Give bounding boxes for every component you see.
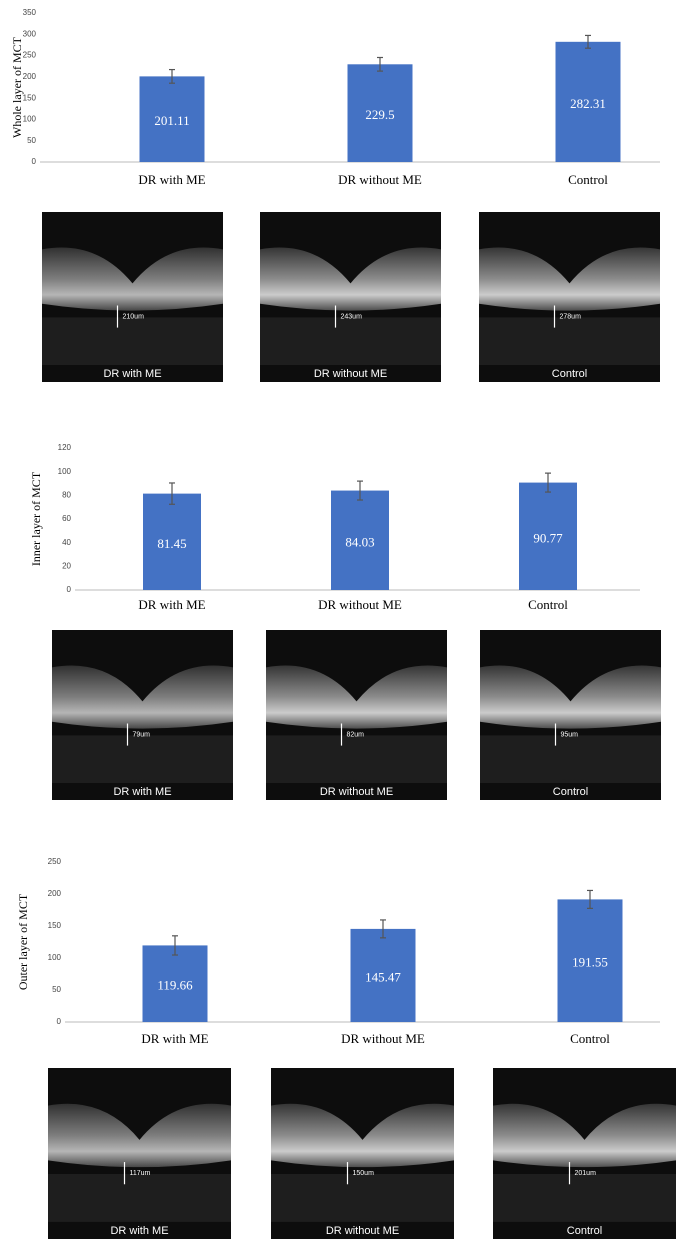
data-label: 229.5 bbox=[365, 107, 394, 122]
y-tick-label: 50 bbox=[52, 985, 61, 994]
measure-label: 150um bbox=[353, 1170, 375, 1177]
choroid-shadow bbox=[52, 735, 233, 783]
choroid-shadow bbox=[266, 735, 447, 783]
x-tick-label: Control bbox=[570, 1031, 610, 1046]
x-tick-label: DR with ME bbox=[141, 1031, 208, 1046]
oct-image: 95um Control bbox=[480, 630, 661, 800]
y-axis-label: Whole layer of MCT bbox=[10, 36, 24, 138]
oct-image: 201um Control bbox=[493, 1068, 676, 1239]
data-label: 191.55 bbox=[572, 955, 608, 970]
y-tick-label: 60 bbox=[62, 514, 71, 523]
image-label: DR without ME bbox=[326, 1225, 399, 1237]
y-tick-label: 150 bbox=[23, 93, 37, 102]
measure-label: 82um bbox=[347, 731, 365, 738]
choroid-shadow bbox=[493, 1174, 676, 1222]
oct-image: 82um DR without ME bbox=[266, 630, 447, 800]
x-tick-label: Control bbox=[568, 172, 608, 187]
oct-image: 117um DR with ME bbox=[48, 1068, 231, 1239]
data-label: 282.31 bbox=[570, 96, 606, 111]
y-tick-label: 40 bbox=[62, 538, 71, 547]
measure-label: 210um bbox=[123, 313, 145, 320]
x-tick-label: DR without ME bbox=[318, 597, 402, 612]
y-tick-label: 20 bbox=[62, 561, 71, 570]
y-tick-label: 100 bbox=[23, 115, 37, 124]
y-tick-label: 200 bbox=[23, 72, 37, 81]
image-label: DR with ME bbox=[110, 1225, 168, 1237]
y-tick-label: 250 bbox=[48, 857, 62, 866]
data-label: 119.66 bbox=[157, 978, 193, 993]
y-tick-label: 150 bbox=[48, 921, 62, 930]
measure-label: 117um bbox=[130, 1170, 151, 1177]
x-tick-label: Control bbox=[528, 597, 568, 612]
image-label: Control bbox=[552, 368, 587, 380]
y-tick-label: 200 bbox=[48, 889, 62, 898]
choroid-shadow bbox=[260, 317, 441, 365]
y-tick-label: 80 bbox=[62, 490, 71, 499]
measure-label: 201um bbox=[575, 1170, 597, 1177]
data-label: 81.45 bbox=[157, 536, 186, 551]
data-label: 90.77 bbox=[533, 530, 563, 545]
choroid-shadow bbox=[480, 735, 661, 783]
y-tick-label: 100 bbox=[58, 467, 72, 476]
choroid-shadow bbox=[48, 1174, 231, 1222]
y-tick-label: 100 bbox=[48, 953, 62, 962]
x-tick-label: DR with ME bbox=[138, 172, 205, 187]
image-label: DR with ME bbox=[103, 368, 161, 380]
y-tick-label: 250 bbox=[23, 51, 37, 60]
y-tick-label: 0 bbox=[57, 1017, 62, 1026]
y-tick-label: 0 bbox=[67, 585, 72, 594]
image-label: DR without ME bbox=[314, 368, 387, 380]
x-tick-label: DR without ME bbox=[338, 172, 422, 187]
oct-image: 210um DR with ME bbox=[42, 212, 223, 382]
y-tick-label: 0 bbox=[32, 157, 37, 166]
oct-image: 278um Control bbox=[479, 212, 660, 382]
y-axis-label: Outer layer of MCT bbox=[16, 893, 30, 990]
y-tick-label: 300 bbox=[23, 29, 37, 38]
measure-label: 278um bbox=[560, 313, 582, 320]
oct-image: 79um DR with ME bbox=[52, 630, 233, 800]
x-tick-label: DR without ME bbox=[341, 1031, 425, 1046]
image-label: DR without ME bbox=[320, 786, 393, 798]
image-label: DR with ME bbox=[113, 786, 171, 798]
choroid-shadow bbox=[271, 1174, 454, 1222]
data-label: 84.03 bbox=[345, 534, 374, 549]
y-tick-label: 350 bbox=[23, 8, 37, 17]
measure-label: 243um bbox=[341, 313, 363, 320]
figure: 050100150200250300350Whole layer of MCT2… bbox=[0, 0, 683, 1239]
measure-label: 79um bbox=[133, 731, 151, 738]
image-label: Control bbox=[553, 786, 588, 798]
image-label: Control bbox=[567, 1225, 602, 1237]
data-label: 145.47 bbox=[365, 969, 401, 984]
oct-image: 150um DR without ME bbox=[271, 1068, 454, 1239]
x-tick-label: DR with ME bbox=[138, 597, 205, 612]
y-tick-label: 120 bbox=[58, 443, 72, 452]
choroid-shadow bbox=[42, 317, 223, 365]
y-axis-label: Inner layer of MCT bbox=[29, 471, 43, 566]
measure-label: 95um bbox=[561, 731, 579, 738]
data-label: 201.11 bbox=[154, 113, 189, 128]
y-tick-label: 50 bbox=[27, 136, 36, 145]
oct-image: 243um DR without ME bbox=[260, 212, 441, 382]
choroid-shadow bbox=[479, 317, 660, 365]
